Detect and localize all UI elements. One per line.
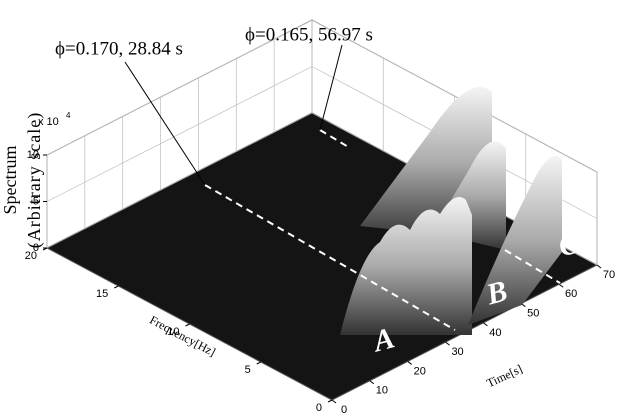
z-label: Spectrum (Arbitrary scale)	[0, 112, 45, 248]
y-tick	[257, 362, 261, 364]
y-tick	[186, 324, 190, 326]
x-tick-label: 50	[527, 307, 539, 319]
z-scale-exponent: 4	[66, 111, 71, 120]
x-tick	[332, 400, 336, 403]
chart: ϕ=0.170, 28.84 s ϕ=0.165, 56.97 s A B C …	[0, 0, 640, 416]
x-tick-label: 30	[451, 346, 463, 358]
axes-box	[43, 20, 601, 403]
x-tick-label: 70	[603, 269, 615, 281]
x-tick-label: 20	[414, 365, 426, 377]
y-tick-label: 0	[316, 402, 322, 414]
y-tick-label: 15	[96, 288, 108, 300]
x-tick	[559, 284, 563, 287]
annotation: ϕ=0.170, 28.84 s	[55, 38, 183, 59]
z-tick-label: 10	[27, 149, 39, 161]
annotation: ϕ=0.165, 56.97 s	[245, 24, 373, 45]
z-label-line: Spectrum	[0, 146, 20, 215]
x-tick	[597, 265, 601, 268]
y-tick	[114, 286, 118, 288]
y-tick-label: 5	[245, 364, 251, 376]
x-tick	[446, 342, 450, 345]
y-tick-label: 10	[167, 326, 179, 338]
z-tick-label: 5	[33, 195, 39, 207]
x-tick-label: 60	[565, 288, 577, 300]
z-tick-label: 0	[33, 242, 39, 254]
y-tick	[328, 400, 332, 402]
x-tick-label: 0	[341, 404, 347, 416]
x-tick	[408, 361, 412, 364]
x-tick-label: 40	[489, 327, 501, 339]
z-scale: x 10	[38, 116, 59, 128]
x-tick-label: 10	[376, 385, 388, 397]
x-tick	[483, 323, 487, 326]
x-tick	[370, 381, 374, 384]
x-label: Time[s]	[485, 362, 525, 391]
z-label-line: (Arbitrary scale)	[24, 112, 45, 248]
